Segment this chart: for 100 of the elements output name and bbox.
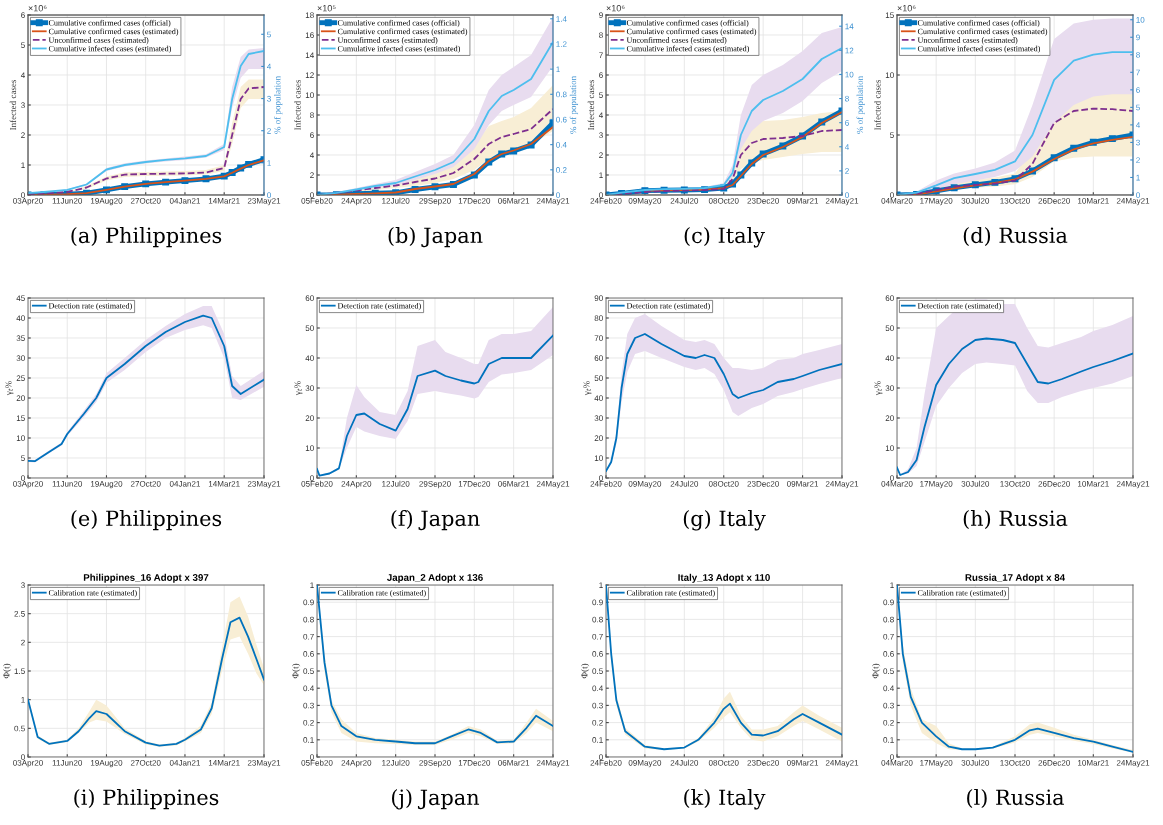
x-tick-label: 23Dec20 [747,480,779,487]
text: (j) Japan [392,789,480,810]
y-tick-label: 3 [599,132,603,138]
y-tick-label: 10 [305,92,314,98]
x-tick-label: 17May20 [920,197,953,206]
y-tick-label: 0 [599,192,603,198]
y-tick-label: 0 [599,754,603,760]
y-tick-label: 6 [599,72,603,78]
y2-axis-title: % of population [856,76,865,134]
x-tick-label: 12Jul20 [382,480,410,487]
y2-tick-label: 0.2 [556,167,567,173]
y-tick-label: 0.9 [303,599,314,606]
y-tick-label: 10 [16,435,25,441]
x-tick-label: 08Oct20 [708,197,739,204]
legend-label: Cumulative confirmed cases (official) [48,19,171,28]
text: (a) Philippines [71,227,222,248]
x-tick-label: 10Mar21 [1078,759,1109,766]
text: (g) Italy [683,510,766,531]
y-tick-label: 0.9 [883,599,894,606]
y-tick-label: 0.4 [592,685,603,692]
y-tick-label: 0 [310,754,314,760]
y2-axis-title: % of population [569,76,579,134]
legend-label: Detection rate (estimated) [337,302,421,311]
y-tick-label: 0.5 [883,668,894,674]
x-tick-label: 19Aug20 [90,197,123,206]
legend-label: Unconfirmed cases (estimated) [337,37,438,45]
x-tick-label: 10Mar21 [1078,480,1109,487]
legend-label: Unconfirmed cases (estimated) [48,37,149,45]
y2-tick-label: 2 [845,168,849,174]
y-tick-label: 4 [20,72,25,78]
y-tick-label: 20 [885,415,894,421]
text: ×10⁶ [28,5,47,12]
y2-tick-label: 9 [1136,34,1140,41]
x-tick-label: 19Aug20 [90,759,123,768]
x-tick-label: 14Mar21 [208,759,240,766]
y-tick-label: 8 [310,112,314,118]
text: (c) Italy [684,227,765,248]
x-tick-label: 24May21 [1116,759,1150,768]
x-tick-label: 23Dec20 [747,197,779,204]
x-tick-label: 24Apr20 [341,759,372,768]
x-tick-label: 27Oct20 [130,197,161,204]
text: (f) Japan [391,510,480,531]
y-tick-label: 3 [21,582,25,588]
x-tick-label: 30Jul20 [961,759,990,766]
y-tick-label: 2 [21,132,25,138]
x-tick-label: 24Apr20 [341,480,372,489]
y-tick-label: 1 [21,162,25,168]
y-tick-label: 0 [890,192,894,198]
x-tick-label: 05Feb20 [301,480,333,487]
x-tick-label: 24Jul20 [670,197,699,204]
legend-label: Cumulative confirmed cases (estimated) [626,28,757,36]
x-tick-label: 09Mar21 [787,197,819,204]
y-tick-label: 10 [885,72,894,78]
y-tick-label: 20 [594,435,603,441]
y2-tick-label: 1.4 [556,16,567,22]
y-tick-label: 40 [305,355,314,361]
x-tick-label: 23May21 [247,480,281,489]
y2-tick-label: 10 [1136,17,1145,23]
y2-tick-label: 0 [556,192,560,198]
x-tick-label: 24May21 [536,480,570,489]
legend-label: Unconfirmed cases (estimated) [626,37,727,45]
y-tick-label: 4 [598,112,603,118]
y-tick-label: 8 [599,32,603,38]
y-axis-title: γ$_{t}$% [583,381,592,396]
x-tick-label: 24May21 [825,759,859,768]
legend-label: Calibration rate (estimated) [626,589,715,598]
y-tick-label: 0.7 [303,633,314,640]
x-tick-label: 26Dec20 [1038,197,1070,204]
y-axis-title: Infected cases [874,79,881,131]
x-tick-label: 24May21 [1116,480,1150,489]
y-tick-label: 1 [599,582,603,588]
x-tick-label: 24May21 [825,480,859,489]
y-tick-label: 0.8 [883,616,894,623]
y2-tick-label: 7 [1136,69,1140,76]
x-tick-label: 12Jul20 [382,197,410,204]
legend-label: Calibration rate (estimated) [337,589,426,598]
x-tick-label: 24Apr20 [341,197,372,206]
y2-tick-label: 0.6 [556,116,567,123]
y-tick-label: 25 [16,375,25,381]
y-tick-label: 0.4 [883,685,894,692]
y-tick-label: 15 [16,415,25,421]
y-tick-label: 20 [305,415,314,421]
y-tick-label: 5 [599,92,603,98]
legend-label: Detection rate (estimated) [48,302,132,311]
text: (h) Russia [963,510,1068,530]
legend-label: Detection rate (estimated) [917,302,1001,311]
y-tick-label: 0.3 [303,702,314,709]
x-tick-label: 09May20 [628,759,662,768]
y-tick-label: 1 [310,582,314,588]
text: (d) Russia [963,227,1068,247]
y-tick-label: 0.7 [883,633,894,640]
legend-label: Calibration rate (estimated) [917,589,1006,598]
y-tick-label: 7 [599,52,603,58]
y-tick-label: 2.5 [14,610,25,617]
y-tick-label: 16 [305,32,314,38]
x-tick-label: 23May21 [247,759,281,768]
x-tick-label: 09Mar21 [787,759,819,766]
x-tick-label: 29Sep20 [419,197,451,206]
x-tick-label: 24May21 [536,197,570,206]
x-tick-label: 09May20 [628,197,662,206]
